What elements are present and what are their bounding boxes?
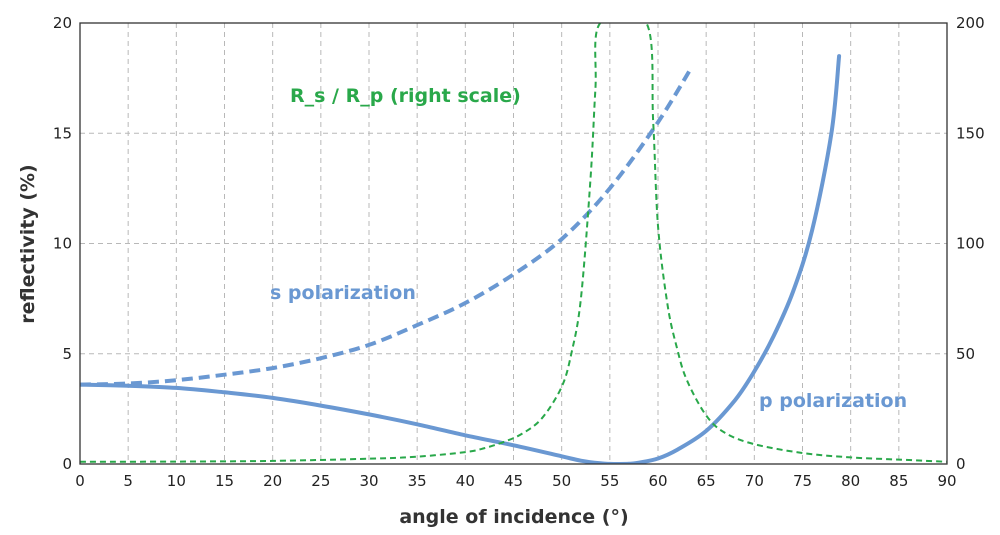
x-tick-label: 25 [311, 472, 330, 490]
y2-tick-label: 200 [956, 14, 985, 32]
x-tick-label: 0 [75, 472, 85, 490]
y-tick-label: 20 [53, 14, 72, 32]
x-tick-label: 60 [648, 472, 667, 490]
x-tick-label: 35 [408, 472, 427, 490]
annotation-s-polarization: s polarization [270, 282, 416, 304]
x-tick-label: 40 [456, 472, 475, 490]
y2-tick-label: 150 [956, 124, 985, 142]
y-tick-label: 10 [53, 235, 72, 253]
x-tick-label: 55 [600, 472, 619, 490]
annotation-ratio: R_s / R_p (right scale) [290, 85, 521, 107]
tick-labels: 0 5 10 15 20 25 30 35 40 45 50 55 60 65 70 75 80 85 900510… [53, 14, 985, 490]
y2-tick-label: 0 [956, 455, 966, 473]
series-line-ratio [80, 23, 947, 463]
x-tick-label: 80 [841, 472, 860, 490]
grid-lines [80, 23, 947, 464]
x-tick-label: 75 [793, 472, 812, 490]
x-tick-label: 5 [123, 472, 133, 490]
x-tick-label: 90 [937, 472, 956, 490]
x-tick-label: 85 [889, 472, 908, 490]
y2-tick-label: 100 [956, 235, 985, 253]
x-tick-label: 20 [263, 472, 282, 490]
x-tick-label: 30 [359, 472, 378, 490]
x-tick-label: 50 [552, 472, 571, 490]
x-axis-title: angle of incidence (°) [399, 506, 628, 528]
y-tick-label: 15 [53, 124, 72, 142]
x-tick-label: 45 [504, 472, 523, 490]
plot-frame [79, 22, 948, 465]
x-tick-label: 10 [167, 472, 186, 490]
y2-tick-label: 50 [956, 345, 975, 363]
y-tick-label: 5 [62, 345, 72, 363]
y-tick-label: 0 [62, 455, 72, 473]
series-line-p [80, 54, 842, 464]
series-line-s [80, 66, 694, 387]
y-axis-title: reflectivity (%) [17, 164, 39, 323]
x-tick-label: 15 [215, 472, 234, 490]
annotation-p-polarization: p polarization [759, 390, 907, 412]
x-tick-label: 70 [745, 472, 764, 490]
x-tick-label: 65 [697, 472, 716, 490]
